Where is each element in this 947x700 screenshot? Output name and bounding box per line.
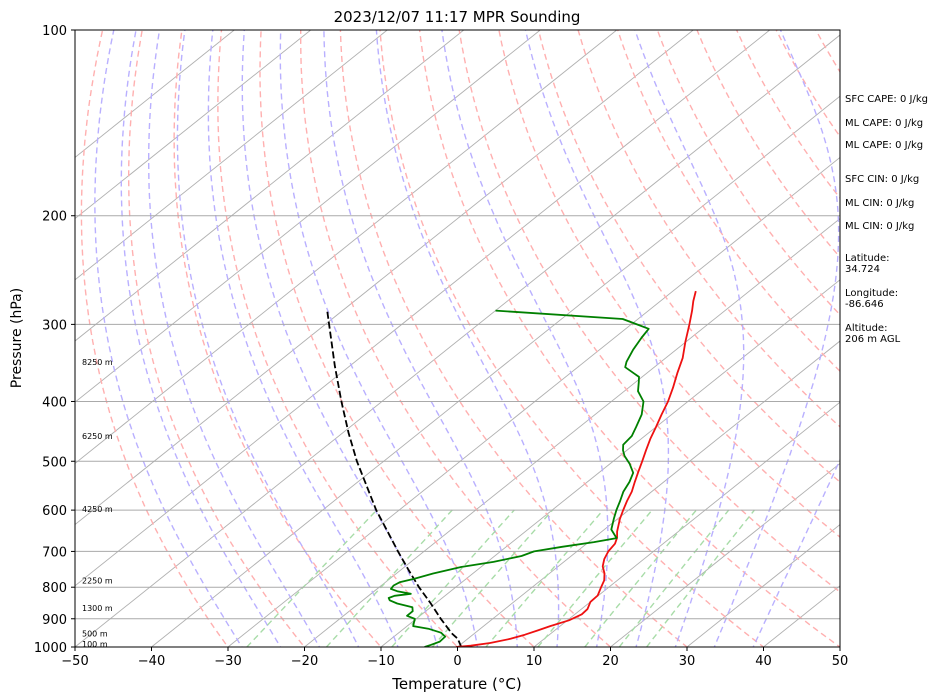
y-tick-label: 900 xyxy=(42,613,67,628)
dry-adiabat-line xyxy=(577,30,840,428)
height-label: 500 m xyxy=(82,629,108,638)
isotherm-line xyxy=(686,524,840,647)
isotherm-line xyxy=(227,156,840,647)
isotherm-line xyxy=(75,30,771,587)
chart-title: 2023/12/07 11:17 MPR Sounding xyxy=(334,8,581,26)
dry-adiabat-line xyxy=(173,30,382,647)
ml-cape-annotation: ML CAPE: 0 J/kg xyxy=(845,118,923,129)
mixing-ratio-line xyxy=(618,509,730,647)
altitude-annotation: Altitude: 206 m AGL xyxy=(845,323,901,345)
mixing-ratio-line xyxy=(537,509,653,647)
x-tick-label: 0 xyxy=(453,654,461,669)
moist-adiabat-line xyxy=(120,30,282,647)
y-tick-label: 300 xyxy=(42,318,67,333)
moist-adiabat-line xyxy=(279,30,479,647)
pressure-gridlines xyxy=(75,30,840,647)
y-tick-label: 500 xyxy=(42,455,67,470)
x-tick-label: −40 xyxy=(138,654,165,669)
isotherm-line xyxy=(75,30,235,158)
ml-cin-annotation-2: ML CIN: 0 J/kg xyxy=(845,221,914,232)
latitude-annotation: Latitude: 34.724 xyxy=(845,253,890,275)
x-tick-label: −30 xyxy=(214,654,241,669)
moist-adiabat-line xyxy=(524,30,670,647)
dry-adiabat-line xyxy=(616,30,840,373)
isotherm-line xyxy=(610,462,840,647)
moist-adiabat-line xyxy=(713,30,840,647)
moist-adiabat-line xyxy=(441,30,609,647)
mixing-ratio-line xyxy=(485,509,604,647)
isotherm-line xyxy=(380,279,840,647)
height-label: 1300 m xyxy=(82,604,113,613)
dry-adiabat-line xyxy=(418,30,840,647)
moist-adiabat-line xyxy=(148,30,321,647)
moist-adiabat-line xyxy=(323,30,518,647)
x-tick-label: 10 xyxy=(526,654,543,669)
x-tick-label: 40 xyxy=(755,654,772,669)
isotherm-line xyxy=(533,401,840,647)
dry-adiabat-line xyxy=(656,30,840,316)
moist-adiabat-line xyxy=(94,30,243,647)
isotherm-line xyxy=(75,30,312,220)
y-tick-label: 200 xyxy=(42,210,67,225)
y-axis-label: Pressure (hPa) xyxy=(9,288,25,388)
dry-adiabat-line xyxy=(458,30,840,593)
height-labels: 8250 m 6250 m 4250 m 2250 m 1300 m 500 m 100 m xyxy=(82,358,113,649)
y-tick-label: 600 xyxy=(42,504,67,519)
mixing-ratio-line xyxy=(584,509,697,647)
dry-adiabat-line xyxy=(339,30,689,647)
dry-adiabat-line xyxy=(217,30,459,647)
dry-adiabat-line xyxy=(127,30,306,647)
dry-adiabat-line xyxy=(259,30,536,647)
isotherm-line xyxy=(75,30,541,403)
height-label: 8250 m xyxy=(82,358,113,367)
isotherm-line xyxy=(75,30,465,342)
dry-adiabat-line xyxy=(537,30,840,483)
y-tick-label: 1000 xyxy=(34,641,67,656)
isotherm-line xyxy=(304,218,840,647)
y-tick-label: 700 xyxy=(42,545,67,560)
dry-adiabat-line xyxy=(379,30,765,647)
height-label: 100 m xyxy=(82,640,108,649)
x-tick-label: −10 xyxy=(367,654,394,669)
isotherm-line xyxy=(75,30,618,464)
site-metadata: Latitude: 34.724 Longitude: -86.646 Altitude… xyxy=(845,253,901,345)
sfc-cin-annotation: SFC CIN: 0 J/kg xyxy=(845,174,919,185)
x-tick-label: −20 xyxy=(291,654,318,669)
x-tick-label: 50 xyxy=(832,654,849,669)
isotherm-line xyxy=(75,30,694,526)
axis-ticks: −50 −40 −30 −20 −10 0 10 20 30 40 50 100 200 300 400 50… xyxy=(34,24,848,669)
moist-adiabat-line xyxy=(207,30,399,647)
moist-adiabat-line xyxy=(241,30,439,647)
temperature-line xyxy=(455,290,697,647)
moist-adiabat-line xyxy=(176,30,360,647)
x-tick-label: −50 xyxy=(61,654,88,669)
longitude-annotation: Longitude: -86.646 xyxy=(845,288,898,310)
isotherm-line xyxy=(151,95,840,647)
moist-adiabat-line xyxy=(375,30,560,647)
dewpoint-line xyxy=(387,309,650,647)
sfc-cape-annotation: SFC CAPE: 0 J/kg xyxy=(845,94,928,105)
dry-adiabat-line xyxy=(498,30,840,538)
isotherm-line xyxy=(75,34,840,647)
profile-lines xyxy=(326,290,697,647)
height-label: 6250 m xyxy=(82,432,113,441)
x-axis-label: Temperature (°C) xyxy=(391,675,521,693)
y-tick-label: 400 xyxy=(42,395,67,410)
x-tick-label: 30 xyxy=(679,654,696,669)
isotherm-line xyxy=(75,30,388,281)
stats-annotations: SFC CAPE: 0 J/kg ML CAPE: 0 J/kg ML CAPE… xyxy=(845,94,928,232)
y-tick-label: 100 xyxy=(42,24,67,39)
dry-adiabat-line xyxy=(80,30,229,647)
background-lines xyxy=(75,30,840,647)
height-label: 2250 m xyxy=(82,576,113,585)
ml-cape-annotation-2: ML CAPE: 0 J/kg xyxy=(845,140,923,151)
y-tick-label: 800 xyxy=(42,581,67,596)
x-tick-label: 20 xyxy=(602,654,619,669)
height-label: 4250 m xyxy=(82,505,113,514)
ml-cin-annotation: ML CIN: 0 J/kg xyxy=(845,198,914,209)
